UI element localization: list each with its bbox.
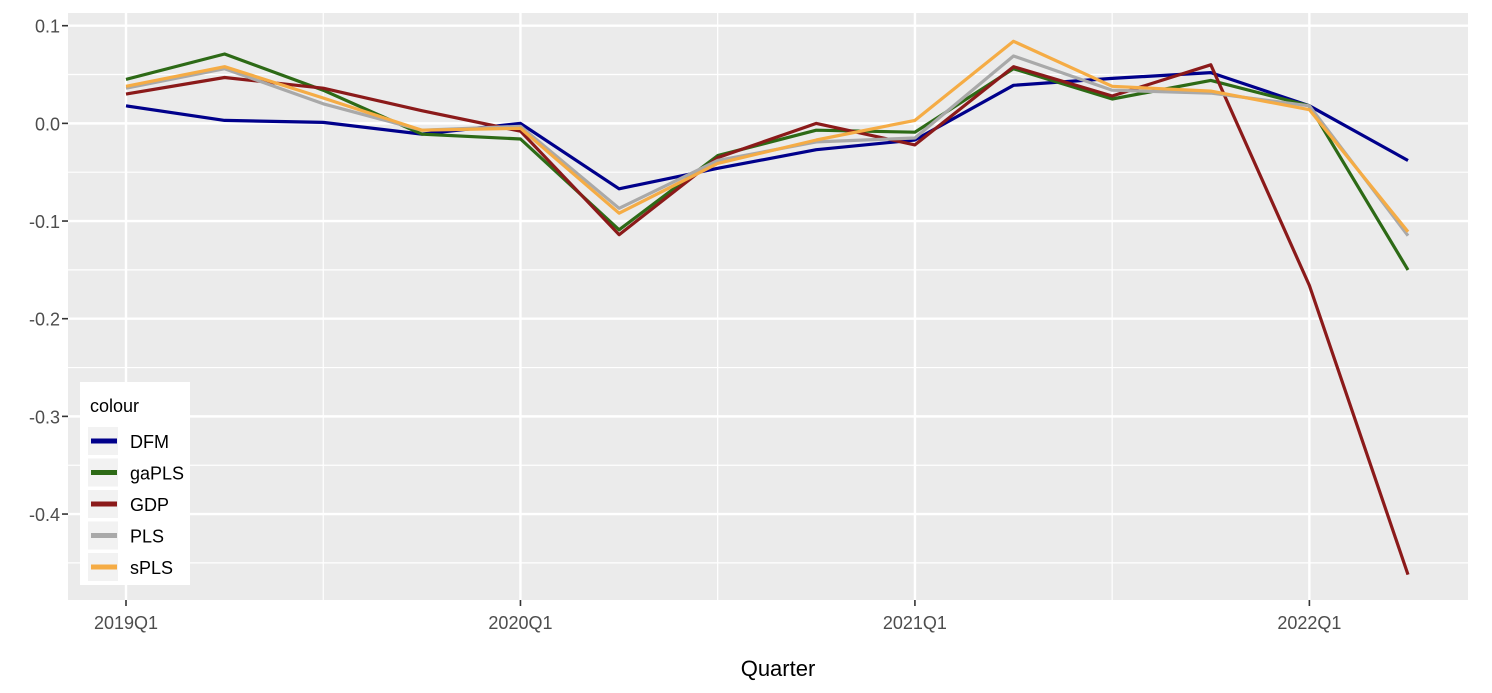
x-axis: 2019Q1 2020Q1 2021Q1 2022Q1: [94, 600, 1341, 633]
legend-title: colour: [90, 396, 139, 416]
x-tick-label: 2022Q1: [1277, 613, 1341, 633]
legend-items: DFM gaPLS GDP PLS sPLS: [88, 427, 184, 581]
series-line-spls: [125, 39, 1410, 233]
series-line-gapls: [125, 52, 1410, 271]
legend: colour DFM gaPLS GDP PLS sPLS: [80, 382, 190, 585]
legend-label-dfm: DFM: [130, 432, 169, 452]
minor-gridlines: [68, 13, 1468, 600]
legend-label-spls: sPLS: [130, 558, 173, 578]
y-axis: 0.1 0.0 -0.1 -0.2 -0.3 -0.4: [29, 17, 68, 525]
x-tick-label: 2019Q1: [94, 613, 158, 633]
x-axis-title: Quarter: [741, 656, 816, 681]
y-tick-label: 0.0: [35, 114, 60, 134]
y-tick-label: -0.2: [29, 310, 60, 330]
plot-panel: [68, 13, 1468, 600]
legend-label-gdp: GDP: [130, 495, 169, 515]
y-tick-label: 0.1: [35, 17, 60, 37]
series-lines: [125, 39, 1410, 576]
legend-label-pls: PLS: [130, 527, 164, 547]
y-tick-label: -0.3: [29, 407, 60, 427]
y-tick-label: -0.1: [29, 212, 60, 232]
series-line-gdp: [125, 63, 1410, 576]
y-tick-label: -0.4: [29, 505, 60, 525]
x-tick-label: 2021Q1: [883, 613, 947, 633]
legend-label-gapls: gaPLS: [130, 464, 184, 484]
series-line-dfm: [125, 70, 1409, 191]
x-tick-label: 2020Q1: [488, 613, 552, 633]
